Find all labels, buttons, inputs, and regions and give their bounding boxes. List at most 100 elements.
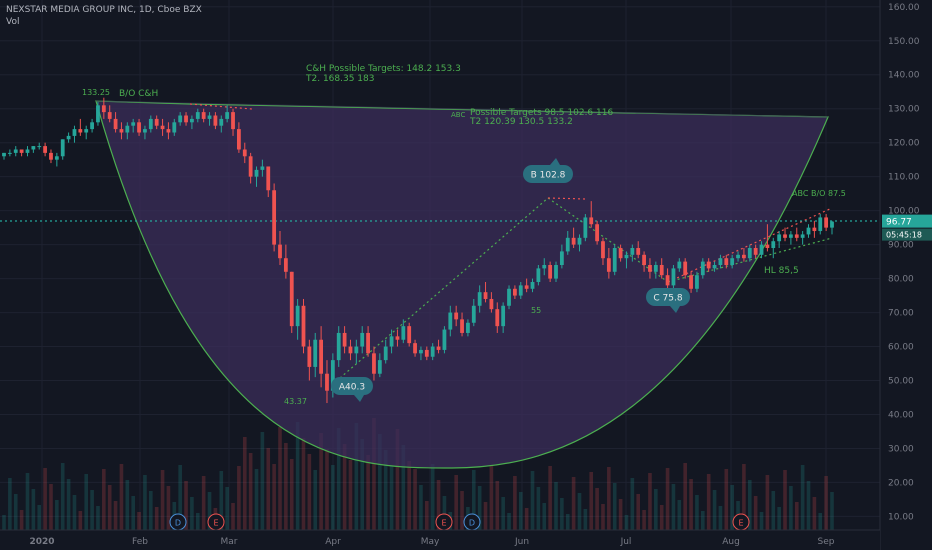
volume-bar bbox=[824, 476, 828, 530]
chart-title: NEXSTAR MEDIA GROUP INC, 1D, Cboe BZX bbox=[6, 5, 202, 15]
candle-body bbox=[184, 115, 188, 123]
volume-bar bbox=[789, 486, 793, 530]
candle-body bbox=[125, 125, 130, 133]
candle-body bbox=[272, 190, 277, 245]
volume-bar bbox=[8, 478, 12, 530]
bubble-b: B 102.8 bbox=[523, 158, 573, 183]
candle-body bbox=[419, 349, 423, 354]
volume-bar bbox=[654, 489, 658, 530]
candle-body bbox=[677, 261, 682, 269]
volume-bar bbox=[378, 434, 382, 530]
candle-body bbox=[2, 152, 6, 157]
price-tick-label: 60.00 bbox=[888, 343, 914, 353]
volume-bar bbox=[160, 470, 165, 530]
volume-bar bbox=[812, 497, 817, 530]
price-tick-label: 90.00 bbox=[888, 241, 914, 251]
candle-body bbox=[618, 248, 623, 259]
bubble-b-text: B 102.8 bbox=[531, 171, 566, 181]
candle-body bbox=[577, 237, 582, 245]
volume-bar bbox=[354, 423, 359, 530]
volume-bar bbox=[501, 497, 505, 530]
bubble-c-bg bbox=[646, 288, 690, 306]
candle-body bbox=[501, 305, 506, 327]
time-tick-label: Mar bbox=[221, 537, 238, 547]
cup-rim-line bbox=[95, 100, 829, 118]
candle-body bbox=[806, 227, 811, 235]
candle-body bbox=[166, 129, 171, 133]
candle-body bbox=[172, 122, 177, 133]
candle-body bbox=[565, 237, 570, 252]
volume-bar bbox=[460, 491, 464, 530]
candle-body bbox=[794, 234, 799, 238]
volume-bar bbox=[800, 465, 805, 530]
volume-bar bbox=[272, 464, 276, 530]
candle-body bbox=[49, 152, 53, 160]
time-axis[interactable]: 2020 Feb Mar Apr May Jun Jul Aug Sep bbox=[0, 529, 880, 550]
candle-body bbox=[630, 248, 635, 255]
candle-body bbox=[313, 339, 318, 367]
trend-lines bbox=[0, 100, 880, 379]
candle-body bbox=[548, 265, 553, 279]
last-price-tag-bg bbox=[882, 214, 932, 228]
candle-body bbox=[559, 251, 564, 265]
bubble-a: A40.3 bbox=[331, 377, 373, 402]
candle-body bbox=[413, 343, 417, 354]
candle-body bbox=[266, 166, 271, 191]
candle-body bbox=[777, 234, 782, 242]
candle-body bbox=[477, 292, 482, 306]
volume-bar bbox=[577, 493, 582, 530]
volume-bar bbox=[724, 469, 729, 530]
abc-leg-ab bbox=[339, 197, 549, 379]
volume-bar bbox=[166, 486, 171, 530]
volume-bar bbox=[49, 484, 53, 530]
candle-body bbox=[712, 265, 717, 269]
candle-body bbox=[483, 292, 488, 299]
volume-bar bbox=[113, 501, 118, 530]
bubble-a-text: A40.3 bbox=[339, 383, 365, 393]
volume-bar bbox=[201, 476, 206, 530]
candle-body bbox=[800, 234, 805, 238]
candle-body bbox=[624, 254, 629, 259]
label-55: 55 bbox=[531, 306, 541, 315]
candle-body bbox=[612, 248, 617, 272]
candle-body bbox=[765, 244, 770, 249]
candle-body bbox=[401, 326, 406, 340]
price-axis-bg bbox=[880, 0, 932, 550]
candle-body bbox=[72, 129, 77, 136]
candle-body bbox=[724, 258, 729, 265]
candle-body bbox=[336, 332, 341, 361]
volume-bar bbox=[783, 470, 787, 530]
price-tick-label: 160.00 bbox=[888, 3, 920, 13]
bubble-c-text: C 75.8 bbox=[653, 294, 682, 304]
label-43-37: 43.37 bbox=[284, 397, 307, 406]
candle-body bbox=[254, 169, 259, 177]
candle-body bbox=[307, 346, 312, 367]
volume-bar bbox=[178, 465, 182, 530]
candle-body bbox=[66, 135, 71, 140]
price-axis[interactable]: 160.00 150.00 140.00 130.00 120.00 110.00 100.… bbox=[879, 0, 932, 550]
volume-bar bbox=[419, 485, 423, 530]
candle-body bbox=[554, 265, 558, 279]
candle-body bbox=[389, 336, 394, 347]
candle-body bbox=[260, 166, 265, 170]
candle-body bbox=[642, 254, 646, 265]
volume-bar bbox=[747, 480, 752, 530]
candle-body bbox=[137, 122, 141, 133]
volume-bar bbox=[137, 512, 141, 530]
candle-body bbox=[788, 234, 793, 238]
candle-body bbox=[190, 118, 194, 123]
price-tick-label: 140.00 bbox=[888, 71, 920, 81]
label-abc-small: ABC bbox=[451, 111, 465, 119]
candle-body bbox=[818, 217, 823, 232]
volume-bar bbox=[225, 487, 229, 530]
volume-bar bbox=[184, 481, 188, 530]
volume-bar bbox=[248, 453, 253, 530]
price-tick-label: 70.00 bbox=[888, 309, 914, 319]
volume-bar bbox=[571, 477, 576, 530]
candle-body bbox=[424, 349, 429, 357]
volume-bar bbox=[90, 490, 94, 530]
volume-bar bbox=[689, 479, 693, 530]
candle-body bbox=[683, 261, 688, 276]
